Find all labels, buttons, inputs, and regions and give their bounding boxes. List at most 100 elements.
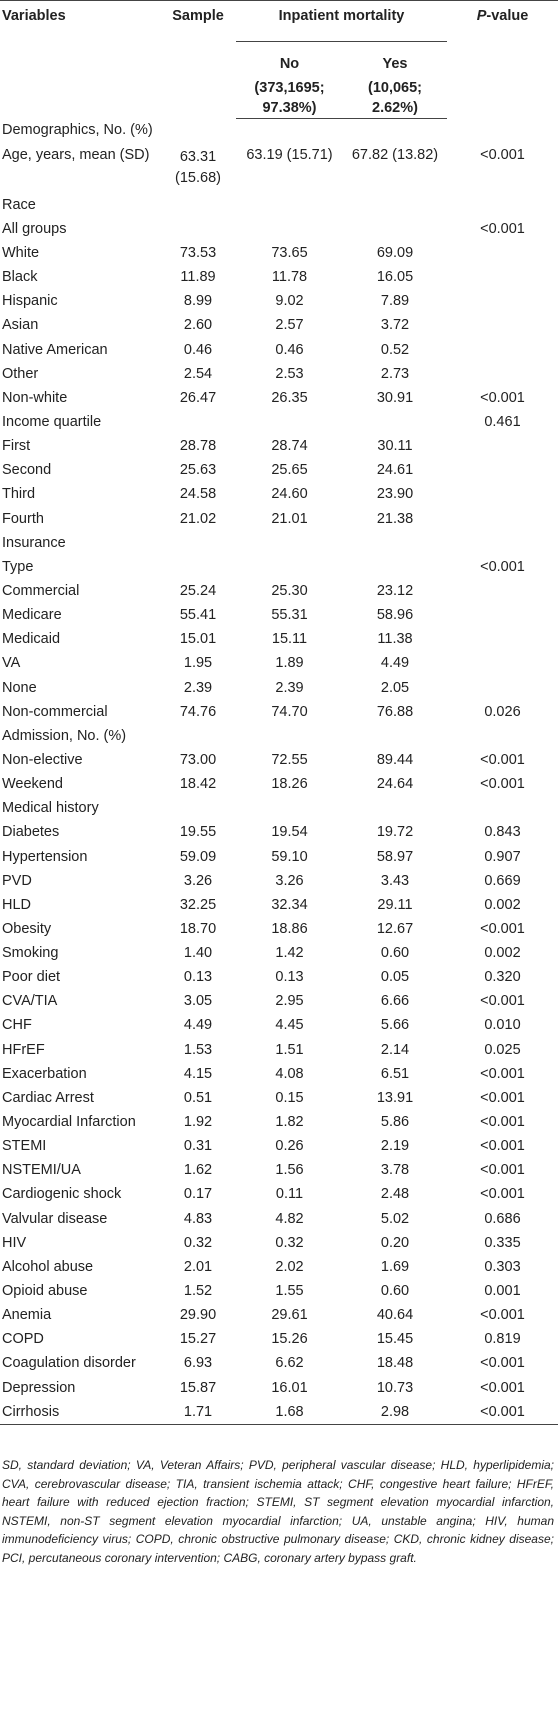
yes-mortality-cell: 30.11	[377, 438, 413, 455]
yes-percent: 2.62%)	[372, 100, 418, 116]
table-row: Weekend 18.42 18.26 24.64 <0.001	[0, 773, 558, 797]
p-value-cell	[447, 604, 558, 628]
table-row: Second 25.63 25.65 24.61	[0, 459, 558, 483]
table-row: Alcohol abuse 2.01 2.02 1.69 0.303	[0, 1255, 558, 1279]
sample-cell: 1.40	[183, 945, 213, 962]
yes-mortality-cell: 5.02	[380, 1210, 410, 1227]
row-label-cell: Alcohol abuse	[2, 1258, 94, 1275]
row-label-cell: Demographics, No. (%)	[2, 122, 153, 139]
p-value-cell	[447, 338, 558, 362]
sample-cell: 0.13	[183, 969, 213, 986]
sample-cell: 1.95	[183, 655, 213, 672]
no-mortality-cell: 0.32	[275, 1234, 304, 1251]
no-mortality-cell: 11.78	[271, 269, 308, 286]
row-label-cell: PVD	[2, 872, 32, 889]
yes-count: (10,065;	[367, 80, 422, 96]
sample-cell	[160, 797, 236, 821]
yes-mortality-cell	[343, 217, 447, 241]
no-mortality-cell: 2.53	[275, 365, 304, 382]
no-mortality-cell: 0.13	[275, 969, 304, 986]
inpatient-mortality-header: Inpatient mortality	[236, 0, 447, 42]
p-value-cell: 0.010	[484, 1017, 521, 1034]
table-row: CVA/TIA 3.05 2.95 6.66 <0.001	[0, 990, 558, 1014]
p-value-cell: <0.001	[447, 1400, 558, 1426]
table-row: Cardiac Arrest 0.51 0.15 13.91 <0.001	[0, 1086, 558, 1110]
table-row: Obesity 18.70 18.86 12.67 <0.001	[0, 917, 558, 941]
table-row: HFrEF 1.53 1.51 2.14 0.025	[0, 1038, 558, 1062]
sample-cell: 74.76	[179, 703, 217, 720]
p-value-cell: <0.001	[480, 1186, 525, 1203]
table-row: STEMI 0.31 0.26 2.19 <0.001	[0, 1135, 558, 1159]
no-mortality-cell	[236, 193, 343, 217]
sample-cell: 0.51	[183, 1089, 213, 1106]
p-value-cell	[447, 531, 558, 555]
yes-mortality-cell: 67.82 (13.82)	[351, 147, 439, 164]
sample-cell: 2.01	[183, 1258, 213, 1275]
yes-mortality-cell: 5.66	[380, 1017, 410, 1034]
yes-mortality-cell: 6.66	[380, 993, 410, 1010]
p-value-cell: 0.002	[484, 945, 521, 962]
sample-cell: 15.01	[179, 631, 217, 648]
no-mortality-cell: 25.30	[271, 582, 308, 599]
table-row: Cardiogenic shock 0.17 0.11 2.48 <0.001	[0, 1183, 558, 1207]
no-mortality-cell	[236, 555, 343, 579]
no-mortality-cell: 24.60	[271, 486, 308, 503]
yes-mortality-cell: 29.11	[377, 896, 413, 913]
p-value-cell: 0.025	[484, 1041, 521, 1058]
no-mortality-cell: 2.57	[275, 317, 304, 334]
yes-mortality-cell: 2.48	[380, 1186, 410, 1203]
p-value-cell	[447, 724, 558, 748]
row-label-cell: Hypertension	[2, 848, 88, 865]
p-value-cell	[447, 290, 558, 314]
row-label-cell: STEMI	[2, 1138, 47, 1155]
yes-mortality-cell	[343, 724, 447, 748]
table-row: Valvular disease 4.83 4.82 5.02 0.686	[0, 1207, 558, 1231]
table-row: Admission, No. (%)	[0, 724, 558, 748]
no-mortality-cell: 1.68	[236, 1400, 343, 1426]
table-row: VA 1.95 1.89 4.49	[0, 652, 558, 676]
row-label-cell: Depression	[2, 1379, 76, 1396]
row-label-cell: Non-white	[2, 389, 68, 406]
row-label-cell: CVA/TIA	[2, 993, 58, 1010]
p-value-cell	[447, 797, 558, 821]
no-mortality-cell: 28.74	[271, 438, 308, 455]
sample-cell	[160, 410, 236, 434]
sample-cell: 4.83	[183, 1210, 213, 1227]
no-mortality-cell: 73.65	[271, 244, 308, 261]
yes-mortality-cell	[343, 119, 447, 144]
yes-mortality-cell: 0.20	[380, 1234, 410, 1251]
sample-cell: 4.49	[183, 1017, 213, 1034]
table-row: Opioid abuse 1.52 1.55 0.60 0.001	[0, 1279, 558, 1303]
yes-mortality-cell: 16.05	[376, 269, 414, 286]
row-label-cell: COPD	[2, 1331, 44, 1348]
table-row: CHF 4.49 4.45 5.66 0.010	[0, 1014, 558, 1038]
no-mortality-cell: 16.01	[271, 1379, 308, 1396]
p-value-cell	[447, 507, 558, 531]
yes-mortality-cell: 19.72	[376, 824, 414, 841]
sample-cell: 3.26	[183, 872, 213, 889]
p-value-cell	[447, 193, 558, 217]
yes-mortality-cell: 24.64	[376, 776, 414, 793]
table-row: Medical history	[0, 797, 558, 821]
row-label-cell: Weekend	[2, 776, 63, 793]
no-mortality-cell	[236, 410, 343, 434]
sample-cell: 1.92	[183, 1114, 213, 1131]
table-row: Income quartile 0.461	[0, 410, 558, 434]
yes-mortality-cell	[343, 555, 447, 579]
yes-mortality-cell: 1.69	[380, 1258, 410, 1275]
sample-cell: 6.93	[183, 1355, 213, 1372]
table-row: Diabetes 19.55 19.54 19.72 0.843	[0, 821, 558, 845]
sample-header: Sample	[160, 0, 236, 119]
row-label-cell: Myocardial Infarction	[2, 1114, 136, 1131]
table-row: HIV 0.32 0.32 0.20 0.335	[0, 1231, 558, 1255]
yes-mortality-cell: 21.38	[376, 510, 414, 527]
p-value-cell: <0.001	[480, 776, 525, 793]
sample-cell: 0.31	[183, 1138, 213, 1155]
no-mortality-cell: 63.19 (15.71)	[246, 147, 333, 164]
p-value-cell: <0.001	[480, 1114, 525, 1131]
sample-cell	[160, 193, 236, 217]
p-value-cell: <0.001	[480, 220, 525, 237]
table-footnote: SD, standard deviation; VA, Veteran Affa…	[2, 1458, 554, 1565]
yes-mortality-cell: 89.44	[376, 751, 414, 768]
